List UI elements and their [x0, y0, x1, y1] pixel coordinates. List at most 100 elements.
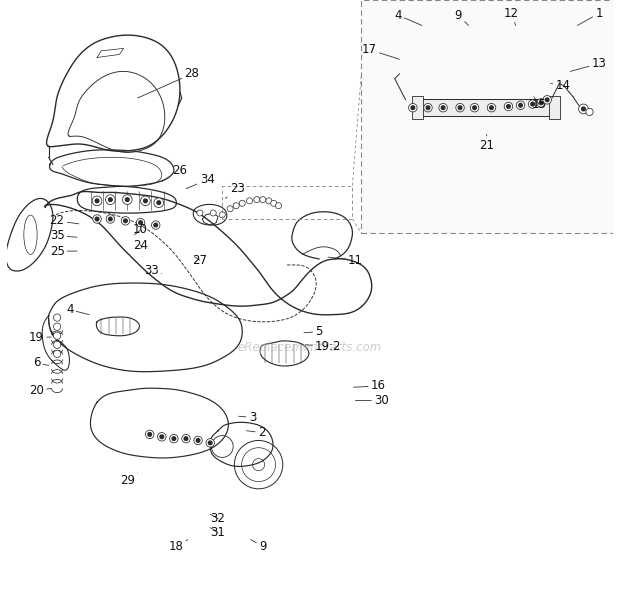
- Circle shape: [157, 433, 166, 441]
- Circle shape: [543, 96, 551, 104]
- Circle shape: [122, 217, 130, 225]
- Circle shape: [172, 437, 175, 440]
- Circle shape: [487, 103, 496, 112]
- Circle shape: [537, 99, 546, 107]
- Circle shape: [139, 221, 143, 224]
- Circle shape: [108, 198, 112, 201]
- Circle shape: [507, 105, 510, 108]
- Text: 30: 30: [355, 394, 389, 407]
- Text: 6: 6: [33, 356, 48, 370]
- Circle shape: [266, 198, 272, 204]
- Circle shape: [578, 104, 588, 114]
- Text: 1: 1: [577, 7, 603, 25]
- Circle shape: [239, 200, 246, 206]
- Circle shape: [106, 215, 115, 223]
- Circle shape: [136, 218, 145, 227]
- Circle shape: [194, 436, 202, 445]
- Circle shape: [105, 195, 115, 204]
- Circle shape: [197, 439, 200, 442]
- Circle shape: [182, 434, 190, 443]
- Circle shape: [247, 198, 252, 204]
- Circle shape: [260, 197, 266, 203]
- Circle shape: [206, 439, 215, 447]
- Circle shape: [233, 203, 239, 209]
- Text: 3: 3: [239, 411, 256, 424]
- Circle shape: [411, 106, 415, 110]
- Text: 17: 17: [362, 43, 399, 59]
- Text: 9: 9: [454, 8, 469, 25]
- Circle shape: [170, 434, 178, 443]
- Circle shape: [92, 196, 102, 206]
- Circle shape: [423, 103, 432, 112]
- Circle shape: [546, 98, 549, 102]
- Circle shape: [157, 201, 161, 204]
- Text: 23: 23: [225, 182, 245, 198]
- Text: 16: 16: [353, 379, 386, 393]
- Circle shape: [471, 103, 479, 112]
- Circle shape: [53, 323, 61, 330]
- Text: 31: 31: [210, 526, 226, 539]
- Text: 19: 19: [29, 331, 51, 344]
- Text: 29: 29: [120, 473, 138, 488]
- Circle shape: [53, 341, 61, 348]
- Circle shape: [275, 203, 281, 209]
- Circle shape: [93, 215, 101, 223]
- Circle shape: [146, 430, 154, 439]
- Circle shape: [53, 314, 61, 321]
- Text: 22: 22: [50, 214, 79, 227]
- Circle shape: [184, 437, 188, 440]
- Circle shape: [439, 103, 448, 112]
- Circle shape: [516, 101, 525, 110]
- Text: 19:2: 19:2: [305, 339, 342, 353]
- Circle shape: [208, 441, 212, 445]
- Text: 21: 21: [479, 134, 494, 152]
- Circle shape: [586, 108, 593, 116]
- Text: 14: 14: [551, 79, 570, 93]
- Circle shape: [582, 107, 585, 111]
- Circle shape: [227, 206, 233, 212]
- Circle shape: [210, 210, 216, 216]
- Circle shape: [472, 106, 476, 110]
- Circle shape: [456, 103, 464, 112]
- Circle shape: [125, 198, 129, 201]
- Text: 28: 28: [138, 67, 200, 98]
- Text: 11: 11: [328, 253, 363, 267]
- Circle shape: [528, 100, 537, 108]
- Bar: [361, 0, 613, 233]
- Circle shape: [504, 102, 513, 111]
- Circle shape: [154, 223, 157, 227]
- Circle shape: [53, 350, 61, 358]
- Circle shape: [53, 332, 61, 339]
- Text: 5: 5: [304, 325, 323, 338]
- Circle shape: [123, 219, 127, 223]
- Circle shape: [426, 106, 430, 110]
- Circle shape: [141, 196, 150, 206]
- Text: 20: 20: [29, 384, 51, 397]
- Text: 35: 35: [50, 229, 77, 243]
- Bar: [412, 96, 423, 119]
- Circle shape: [490, 106, 494, 110]
- Text: 33: 33: [144, 264, 162, 277]
- Circle shape: [95, 199, 99, 203]
- Bar: [223, 186, 352, 219]
- Text: 26: 26: [162, 164, 187, 182]
- Text: 10: 10: [133, 223, 148, 237]
- Circle shape: [539, 101, 543, 105]
- Circle shape: [95, 217, 99, 221]
- Text: 9: 9: [250, 540, 267, 553]
- Bar: [419, 99, 552, 116]
- Circle shape: [122, 195, 132, 204]
- Circle shape: [271, 200, 277, 206]
- Text: 4: 4: [66, 303, 89, 316]
- Text: 24: 24: [133, 238, 148, 252]
- Circle shape: [519, 103, 523, 107]
- Text: 32: 32: [210, 512, 226, 525]
- Circle shape: [154, 198, 164, 208]
- Text: 4: 4: [394, 8, 422, 25]
- Circle shape: [148, 433, 151, 436]
- Circle shape: [151, 221, 160, 229]
- Circle shape: [144, 199, 148, 203]
- Text: 18: 18: [168, 540, 188, 553]
- Circle shape: [458, 106, 462, 110]
- Text: 34: 34: [186, 173, 215, 189]
